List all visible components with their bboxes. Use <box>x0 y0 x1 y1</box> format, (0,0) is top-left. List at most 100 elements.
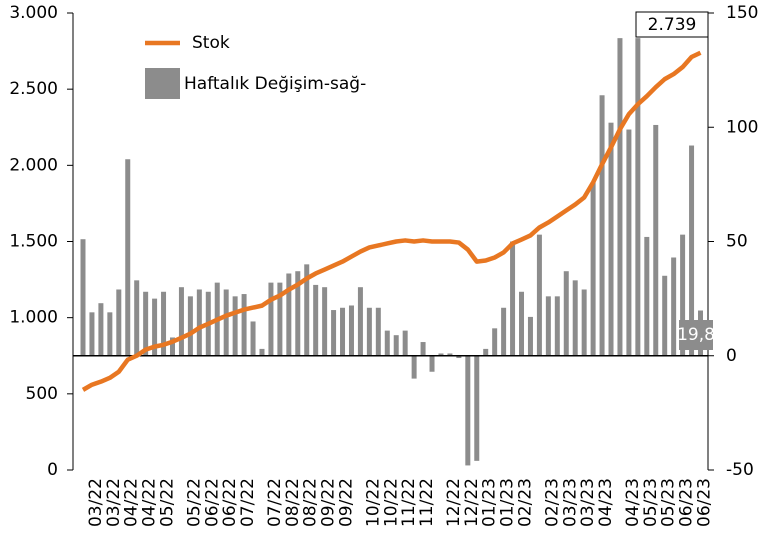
value-label: 19,8 <box>677 325 715 345</box>
x-tick-label: 02/23 <box>516 478 536 527</box>
x-tick-label: 04/23 <box>623 478 643 527</box>
bar <box>635 38 641 356</box>
y-tick-label: 1.000 <box>9 308 58 328</box>
bar <box>510 241 516 356</box>
bar <box>357 287 363 356</box>
bar <box>331 310 337 356</box>
bar <box>152 298 158 356</box>
bar <box>169 337 175 356</box>
bar <box>563 271 569 356</box>
x-tick-label: 03/22 <box>104 478 124 527</box>
legend-label: Stok <box>192 33 230 53</box>
bar <box>232 296 238 356</box>
bar <box>545 296 551 356</box>
y-tick-label: 2.500 <box>9 79 58 99</box>
bar <box>411 355 417 379</box>
bar <box>519 291 525 356</box>
x-tick-label: 10/22 <box>363 478 383 527</box>
x-tick-label: 02/23 <box>542 478 562 527</box>
bar <box>125 159 131 356</box>
x-tick-label: 03/23 <box>560 478 580 527</box>
x-tick-label: 11/22 <box>417 478 437 527</box>
bar <box>429 355 435 372</box>
bar <box>313 284 319 356</box>
bar <box>259 348 265 356</box>
x-tick-label: 08/22 <box>301 478 321 527</box>
bar <box>89 312 95 356</box>
bar <box>196 289 202 356</box>
x-tick-label: 09/22 <box>337 478 357 527</box>
x-tick-label: 03/23 <box>578 478 598 527</box>
bar <box>348 305 354 356</box>
bar <box>241 294 247 356</box>
x-tick-label: 08/22 <box>283 478 303 527</box>
bar <box>536 234 542 356</box>
y2-tick-label: 150 <box>726 3 758 23</box>
bar <box>268 282 274 356</box>
x-tick-label: 07/22 <box>238 478 258 527</box>
bar <box>134 280 140 356</box>
x-tick-label: 05/22 <box>184 478 204 527</box>
bar <box>483 348 489 356</box>
x-tick-label: 07/22 <box>265 478 285 527</box>
bar <box>322 287 328 356</box>
bar <box>680 234 686 356</box>
bar <box>250 321 256 356</box>
value-label-box <box>679 320 713 350</box>
bar <box>116 289 122 356</box>
bar <box>474 355 480 461</box>
bar <box>187 296 193 356</box>
x-tick-label: 04/22 <box>122 478 142 527</box>
bar <box>662 275 668 356</box>
x-tick-label: 06/22 <box>220 478 240 527</box>
bar <box>304 264 310 356</box>
bar <box>501 307 507 356</box>
bar <box>626 129 632 356</box>
y-tick-label: 2.000 <box>9 155 58 175</box>
x-tick-label: 10/22 <box>381 478 401 527</box>
x-tick-label: 06/23 <box>695 478 715 527</box>
bar <box>689 145 695 356</box>
x-tick-label: 05/22 <box>158 478 178 527</box>
bar <box>295 271 301 356</box>
x-tick-label: 06/23 <box>677 478 697 527</box>
x-tick-label: 01/23 <box>480 478 500 527</box>
y2-tick-label: 100 <box>726 117 758 137</box>
y-tick-label: 1.500 <box>9 232 58 252</box>
line <box>81 50 702 392</box>
bar <box>438 353 444 356</box>
bar <box>653 124 659 356</box>
legend-label: Haftalık Değişim-sağ- <box>184 74 366 94</box>
y-tick-label: 0 <box>47 460 58 480</box>
y2-tick-label: 50 <box>726 232 748 252</box>
bar <box>492 328 498 356</box>
bar <box>223 289 229 356</box>
bar <box>384 330 390 356</box>
x-tick-label: 05/23 <box>659 478 679 527</box>
bar <box>581 289 587 356</box>
bar <box>98 303 104 356</box>
x-tick-label: 01/23 <box>498 478 518 527</box>
x-tick-label: 12/22 <box>444 478 464 527</box>
value-label: 2.739 <box>648 15 697 35</box>
legend-swatch <box>145 68 180 99</box>
bar <box>608 122 614 356</box>
x-tick-label: 11/22 <box>399 478 419 527</box>
bar <box>178 287 184 356</box>
x-tick-label: 06/22 <box>202 478 222 527</box>
bar <box>527 316 533 356</box>
bar <box>420 342 426 356</box>
bar <box>590 182 596 356</box>
value-label-box <box>635 11 709 38</box>
bar <box>161 291 167 356</box>
x-tick-label: 09/22 <box>319 478 339 527</box>
bar <box>617 38 623 356</box>
bar <box>554 296 560 356</box>
bar <box>456 355 462 359</box>
x-tick-label: 05/23 <box>641 478 661 527</box>
x-tick-label: 04/22 <box>140 478 160 527</box>
bar <box>340 307 346 356</box>
bar <box>393 335 399 356</box>
y2-tick-label: 0 <box>726 346 737 366</box>
